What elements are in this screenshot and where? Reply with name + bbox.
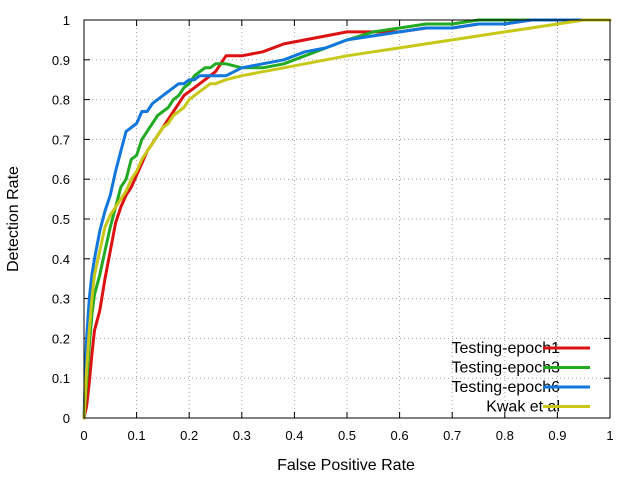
- x-tick-label: 0.2: [180, 428, 198, 443]
- plot-frame: [83, 19, 611, 419]
- x-tick-label: 0.3: [233, 428, 251, 443]
- series-line-4: [82, 18, 612, 420]
- legend: Testing-epoch1 Testing-epoch3 Testing-epoc…: [451, 340, 590, 416]
- series-line-3: [82, 18, 612, 420]
- y-tick-label: 0.6: [52, 172, 70, 187]
- y-tick-label: 0.2: [52, 331, 70, 346]
- x-tick-label: 1: [606, 428, 613, 443]
- x-tick-label: 0.7: [443, 428, 461, 443]
- y-tick-label: 0.4: [52, 252, 70, 267]
- y-axis-label: Detection Rate: [5, 166, 22, 272]
- series: [82, 18, 612, 420]
- y-tick-label: 0: [63, 411, 70, 426]
- legend-label-4: Kwak et al: [486, 399, 560, 416]
- y-tick-label: 0.5: [52, 212, 70, 227]
- y-tick-label: 0.1: [52, 371, 70, 386]
- legend-label-2: Testing-epoch3: [451, 360, 560, 377]
- legend-label-1: Testing-epoch1: [451, 340, 560, 357]
- grid: [84, 20, 610, 418]
- x-tick-label: 0.4: [285, 428, 303, 443]
- x-tick-label: 0.1: [128, 428, 146, 443]
- series-line-2: [82, 18, 612, 420]
- x-tick-label: 0: [80, 428, 87, 443]
- y-tick-label: 0.8: [52, 93, 70, 108]
- x-tick-label: 0.8: [496, 428, 514, 443]
- series-line-1: [82, 18, 612, 420]
- x-tick-label: 0.9: [548, 428, 566, 443]
- y-tick-label: 0.7: [52, 132, 70, 147]
- x-tick-label: 0.6: [391, 428, 409, 443]
- y-tick-label: 1: [63, 13, 70, 28]
- ticks: 0 0.1 0.2 0.3 0.4 0.5 0.6 0.7 0.8 0.9 1 0 0.1 0.2 0.3 0…: [52, 13, 614, 443]
- x-tick-label: 0.5: [338, 428, 356, 443]
- y-tick-label: 0.9: [52, 53, 70, 68]
- x-axis-label: False Positive Rate: [277, 457, 415, 474]
- y-tick-label: 0.3: [52, 292, 70, 307]
- legend-label-3: Testing-epoch6: [451, 379, 560, 396]
